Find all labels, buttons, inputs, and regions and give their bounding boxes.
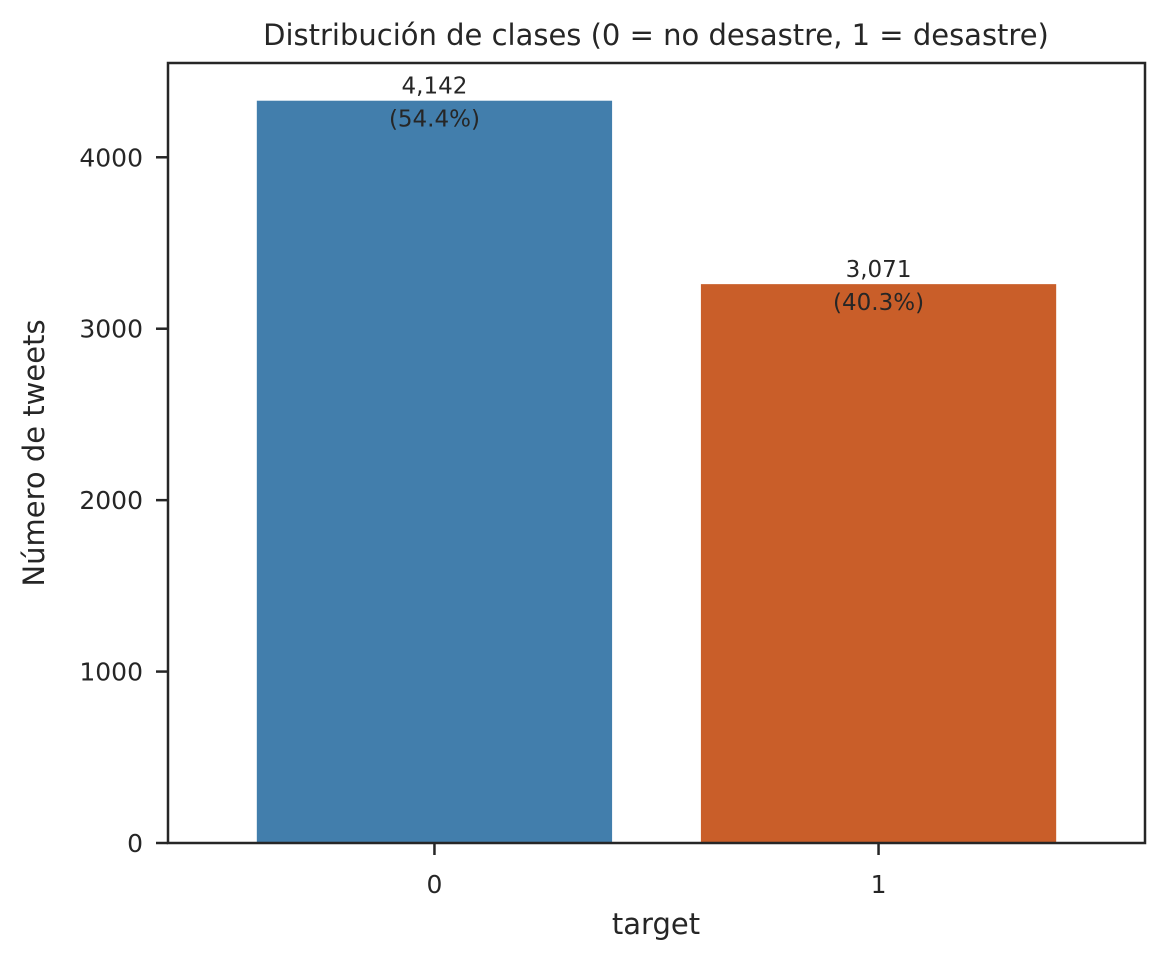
- chart-title: Distribución de clases (0 = no desastre,…: [263, 18, 1049, 52]
- bar-percent-label-1: (40.3%): [833, 290, 924, 316]
- bar-1: [700, 284, 1057, 844]
- bar-0: [256, 100, 613, 843]
- y-tick-label-1000: 1000: [79, 658, 143, 687]
- y-tick-label-4000: 4000: [79, 143, 143, 172]
- bars-layer: [256, 100, 1057, 844]
- y-tick-label-0: 0: [127, 829, 143, 858]
- plot-frame: [166, 61, 1147, 845]
- bar-percent-label-0: (54.4%): [389, 107, 480, 133]
- x-tick-label-0: 0: [427, 870, 443, 899]
- bar-labels-layer: 4,142 (54.4%) 3,071 (40.3%): [389, 74, 924, 316]
- y-tick-label-2000: 2000: [79, 486, 143, 515]
- x-axis-label: target: [612, 907, 700, 941]
- bar-count-label-1: 3,071: [846, 257, 912, 283]
- x-tick-label-1: 1: [871, 870, 887, 899]
- y-axis-label: Número de tweets: [17, 319, 51, 586]
- y-axis-ticks: 0 1000 2000 3000 4000: [79, 143, 168, 858]
- bar-count-label-0: 4,142: [402, 74, 468, 100]
- y-tick-label-3000: 3000: [79, 315, 143, 344]
